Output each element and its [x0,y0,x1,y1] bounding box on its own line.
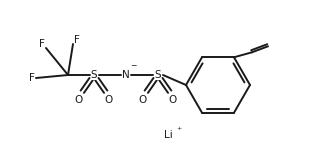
Text: O: O [169,95,177,105]
Text: Li: Li [164,130,172,140]
Text: N: N [122,70,130,80]
Text: −: − [130,61,137,71]
Text: F: F [29,73,35,83]
Text: O: O [139,95,147,105]
Text: F: F [39,39,45,49]
Text: O: O [75,95,83,105]
Text: S: S [91,70,97,80]
Text: F: F [74,35,80,45]
Text: O: O [105,95,113,105]
Text: +: + [176,126,181,131]
Text: S: S [155,70,161,80]
